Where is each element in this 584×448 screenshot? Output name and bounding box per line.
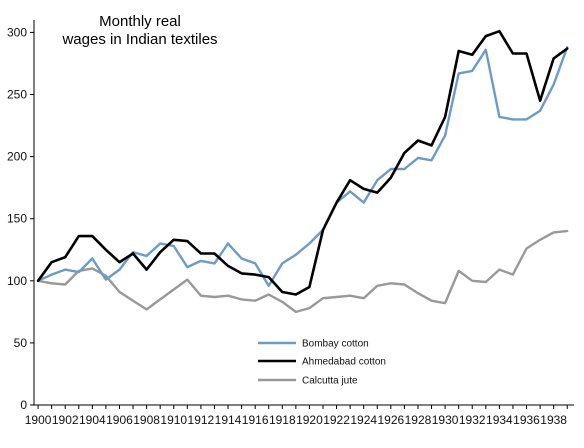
series-line-bombay-cotton [36,46,569,287]
legend-label: Calcutta jute [302,376,358,387]
y-tick-label: 200 [7,150,27,164]
x-tick-label: 1902 [52,413,79,427]
series-line-ahmedabad-cotton [36,29,569,296]
y-tick-label: 100 [7,274,27,288]
chart-title-line: wages in Indian textiles [61,31,217,48]
axes [33,20,574,406]
x-tick-label: 1930 [432,413,459,427]
x-tick-label: 1918 [269,413,296,427]
y-tick-label: 300 [7,25,27,39]
x-tick-label: 1900 [25,413,52,427]
y-axis-ticks: 0 50 100 150 200 250 300 [7,25,34,412]
x-tick-label: 1910 [160,413,187,427]
x-tick-label: 1934 [486,413,513,427]
x-tick-label: 1922 [323,413,350,427]
series-line-calcutta-jute [36,229,569,314]
legend-label: Ahmedabad cotton [302,357,386,368]
series-lines [36,29,569,314]
chart-title-line: Monthly real [99,13,181,30]
x-tick-label: 1928 [405,413,432,427]
x-tick-label: 1916 [242,413,269,427]
x-tick-label: 1920 [296,413,323,427]
x-tick-label: 1936 [513,413,540,427]
x-tick-label: 1904 [79,413,106,427]
x-axis-ticks: 1900 1902 1904 1906 1908 1910 1912 1914 1916 1918… [25,405,568,427]
x-tick-label: 1906 [106,413,133,427]
y-tick-label: 250 [7,88,27,102]
x-tick-label: 1908 [133,413,160,427]
y-tick-label: 150 [7,212,27,226]
x-tick-label: 1912 [188,413,215,427]
legend: Bombay cotton Ahmedabad cotton Calcutta ju… [258,339,386,387]
x-tick-label: 1926 [377,413,404,427]
legend-label: Bombay cotton [302,339,369,350]
x-tick-label: 1938 [540,413,567,427]
y-tick-label: 0 [20,398,27,412]
x-tick-label: 1914 [215,413,242,427]
y-tick-label: 50 [14,336,28,350]
x-tick-label: 1932 [459,413,486,427]
x-tick-label: 1924 [350,413,377,427]
